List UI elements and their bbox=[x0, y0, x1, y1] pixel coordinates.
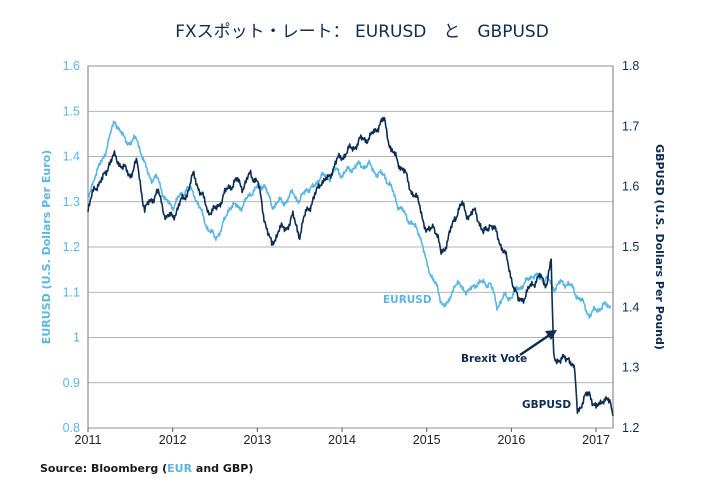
brexit-arrow-head bbox=[545, 330, 557, 340]
source-prefix: Source: Bloomberg ( bbox=[40, 462, 168, 475]
series-line-eurusd bbox=[87, 120, 612, 319]
right-tick-label: 1.3 bbox=[622, 361, 639, 375]
left-tick-label: 1.3 bbox=[63, 195, 80, 209]
eurusd-series-label: EURUSD bbox=[383, 294, 432, 306]
left-tick-label: 1.6 bbox=[63, 59, 80, 73]
brexit-vote-annotation: Brexit Vote bbox=[461, 353, 527, 365]
series-line-gbpusd bbox=[87, 116, 614, 417]
x-tick-label: 2012 bbox=[159, 433, 187, 447]
right-tick-label: 1.6 bbox=[622, 180, 639, 194]
left-tick-label: 1.5 bbox=[63, 104, 80, 118]
right-tick-label: 1.8 bbox=[622, 59, 639, 73]
left-tick-label: 1.2 bbox=[63, 240, 80, 254]
source-highlight: EUR bbox=[167, 462, 193, 475]
x-tick-label: 2015 bbox=[413, 433, 441, 447]
right-tick-label: 1.2 bbox=[622, 421, 639, 435]
right-axis-label: GBPUSD (U.S. Dollars Per Pound) bbox=[653, 144, 666, 350]
right-tick-label: 1.7 bbox=[622, 119, 639, 133]
x-tick-label: 2016 bbox=[497, 433, 525, 447]
left-tick-label: 0.8 bbox=[63, 421, 80, 435]
left-axis-label: EURUSD (U.S. Dollars Per Euro) bbox=[40, 150, 53, 344]
left-tick-label: 0.9 bbox=[63, 376, 80, 390]
gbpusd-series-label: GBPUSD bbox=[522, 399, 571, 411]
right-tick-label: 1.5 bbox=[622, 240, 639, 254]
left-tick-label: 1.4 bbox=[63, 150, 80, 164]
chart-title: FXスポット・レート： EURUSD と GBPUSD bbox=[175, 22, 549, 42]
left-tick-label: 1 bbox=[73, 331, 80, 345]
x-tick-label: 2013 bbox=[243, 433, 271, 447]
left-tick-label: 1.1 bbox=[63, 285, 80, 299]
source-note: Source: Bloomberg (EUR and GBP) bbox=[40, 462, 253, 475]
source-suffix: and GBP) bbox=[192, 462, 254, 475]
brexit-arrow-line bbox=[519, 332, 552, 357]
x-tick-label: 2011 bbox=[75, 433, 102, 447]
x-tick-label: 2014 bbox=[328, 433, 356, 447]
x-tick-label: 2017 bbox=[582, 433, 610, 447]
right-tick-label: 1.4 bbox=[622, 300, 639, 314]
